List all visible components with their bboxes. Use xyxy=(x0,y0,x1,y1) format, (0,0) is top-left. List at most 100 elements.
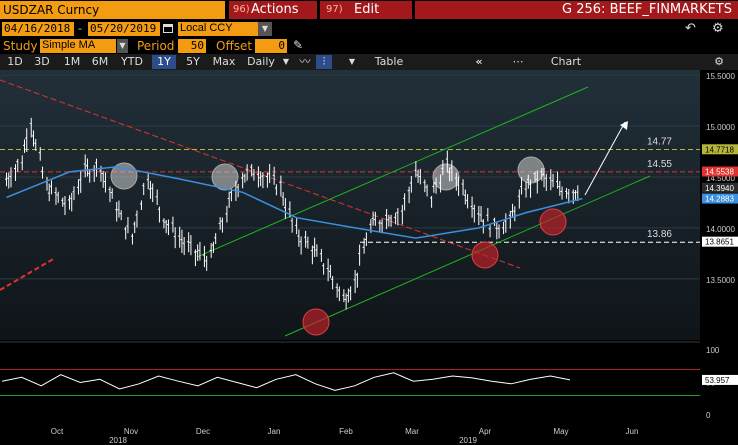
x-tick-label: Mar xyxy=(405,427,419,436)
level-labels: 14.77 14.55 13.86 xyxy=(647,136,672,240)
actions-label: Actions xyxy=(251,2,299,17)
offset-field[interactable]: 0 xyxy=(255,39,287,53)
level-label: 14.55 xyxy=(647,159,672,170)
currency-select[interactable]: Local CCY xyxy=(178,22,258,36)
period-field[interactable]: 50 xyxy=(178,39,206,53)
year-label: 2018 xyxy=(109,436,127,445)
x-tick-label: Oct xyxy=(51,427,64,436)
gear-icon[interactable]: ⚙ xyxy=(714,55,724,68)
pencil-icon[interactable]: ✎ xyxy=(293,38,304,52)
level-label: 14.77 xyxy=(647,136,672,147)
edit-label: Edit xyxy=(354,2,380,17)
period-ytd[interactable]: YTD xyxy=(121,55,143,68)
y-tick-label: 15.5000 xyxy=(706,72,735,81)
ma-line xyxy=(6,166,583,239)
forecast-arrow xyxy=(584,121,626,196)
osc-value-tag xyxy=(702,374,738,385)
end-date-field[interactable]: 05/20/2019 xyxy=(88,22,160,36)
y-axis: 15.5000 15.0000 14.5000 14.0000 13.5000 xyxy=(706,72,735,285)
y-tick-label: 14.0000 xyxy=(706,225,735,234)
settings-icon[interactable]: ⚙ xyxy=(712,21,724,36)
period-1m[interactable]: 1M xyxy=(63,55,81,68)
workspace-title: G 256: BEEF_FINMARKETS xyxy=(562,2,732,17)
header-bar: USDZAR Curncy 96) Actions 97) Edit G 256… xyxy=(0,0,738,20)
period-5y[interactable]: 5Y xyxy=(186,55,200,68)
price-tag xyxy=(702,144,738,155)
x-tick-label: Feb xyxy=(339,427,353,436)
price-tag xyxy=(702,166,738,177)
main-plot-area xyxy=(0,70,700,340)
actions-menu[interactable]: 96) Actions xyxy=(229,1,317,19)
price-tag-label: 13.8651 xyxy=(705,238,734,247)
range-bar: 04/16/2018 - 05/20/2019 Local CCY ▼ ↶ ⚙ xyxy=(0,20,738,38)
moving-average xyxy=(6,166,583,239)
top-circle xyxy=(432,163,460,191)
currency-value: Local CCY xyxy=(180,22,233,34)
study-dropdown-icon[interactable]: ▼ xyxy=(117,39,128,53)
currency-dropdown-icon[interactable]: ▼ xyxy=(258,22,272,36)
start-date-field[interactable]: 04/16/2018 xyxy=(2,22,74,36)
ticker-box[interactable]: USDZAR Curncy xyxy=(0,1,225,19)
toolbar: 1D 3D 1M 6M YTD 1Y 5Y Max Daily ▼ 〰 ⫶ ▼ … xyxy=(0,54,738,82)
y-tick-label: 14.5000 xyxy=(706,174,735,183)
end-date-value: 05/20/2019 xyxy=(90,22,157,35)
study-label: Study xyxy=(3,39,38,53)
line-chart-icon[interactable]: 〰 xyxy=(299,55,311,68)
x-tick-label: Dec xyxy=(196,427,210,436)
price-tag xyxy=(702,193,738,204)
x-tick-label: Nov xyxy=(124,427,138,436)
y-tick-label: 15.0000 xyxy=(706,123,735,132)
period-value: 50 xyxy=(190,39,204,52)
offset-value: 0 xyxy=(278,39,285,52)
price-tag-label: 14.2883 xyxy=(705,195,734,204)
osc-tick-label: 100 xyxy=(706,346,720,355)
calendar-icon[interactable] xyxy=(163,24,173,33)
red-trend-segment xyxy=(0,257,56,291)
price-tag-label: 14.7718 xyxy=(705,145,734,154)
price-bars xyxy=(4,117,579,310)
period-3d[interactable]: 3D xyxy=(34,55,50,68)
table-button[interactable]: Table xyxy=(374,55,404,68)
oscillator-panel xyxy=(0,345,700,425)
period-label: Period xyxy=(137,39,175,53)
study-select[interactable]: Simple MA xyxy=(40,39,116,53)
start-date-value: 04/16/2018 xyxy=(4,22,71,35)
bottom-circle xyxy=(302,308,330,336)
x-tick-label: Jun xyxy=(626,427,639,436)
period-1y[interactable]: 1Y xyxy=(152,55,176,69)
chart-content-button[interactable]: Chart Content xyxy=(544,55,588,82)
x-tick-label: May xyxy=(553,427,568,436)
level-label: 13.86 xyxy=(647,229,672,240)
bottom-circle xyxy=(539,208,567,236)
double-chevron-left-icon[interactable]: « xyxy=(475,55,483,68)
ticker-label: USDZAR Curncy xyxy=(3,3,100,17)
chart-content-icon[interactable]: ⋯ xyxy=(512,55,524,68)
x-tick-label: Jan xyxy=(268,427,281,436)
price-tag xyxy=(702,182,738,193)
price-tags: 14.7718 14.5538 14.3940 14.2883 13.8651 xyxy=(702,144,738,247)
downtrend-line xyxy=(0,79,521,269)
back-icon[interactable]: ↶ xyxy=(685,21,696,36)
x-axis: Oct Nov Dec Jan Feb Mar Apr May Jun 2018 2019 xyxy=(51,427,639,445)
period-6m[interactable]: 6M xyxy=(91,55,109,68)
period-1d[interactable]: 1D xyxy=(7,55,23,68)
price-axis xyxy=(700,70,738,340)
price-tag-label: 14.3940 xyxy=(705,184,734,193)
oscillator: 10050053.957 xyxy=(0,346,738,420)
edit-menu[interactable]: 97) Edit xyxy=(320,1,412,19)
chart-type-dropdown-icon[interactable]: ▼ xyxy=(348,57,356,66)
osc-line xyxy=(1,372,571,391)
range-separator: - xyxy=(78,22,82,35)
frequency-dropdown-icon[interactable]: ▼ xyxy=(282,57,290,66)
study-bar: Study Simple MA ▼ Period 50 Offset 0 ✎ xyxy=(0,38,738,54)
bottom-circle xyxy=(471,241,499,269)
bar-chart-icon[interactable]: ⫶ xyxy=(316,55,332,69)
x-tick-label: Apr xyxy=(479,427,492,436)
period-max[interactable]: Max xyxy=(212,55,236,68)
frequency-select[interactable]: Daily xyxy=(247,55,275,68)
year-label: 2019 xyxy=(459,436,477,445)
price-tag xyxy=(702,236,738,247)
edit-code: 97) xyxy=(326,4,343,15)
actions-code: 96) xyxy=(233,4,250,15)
